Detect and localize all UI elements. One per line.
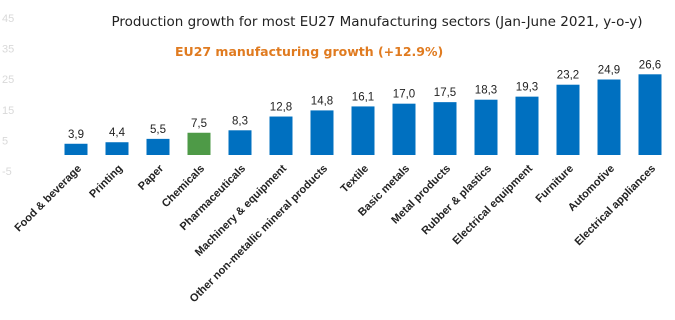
- bar-metal-products: [433, 102, 457, 155]
- x-tick-label: Paper: [136, 162, 167, 193]
- data-label: 23,2: [557, 70, 579, 82]
- bar-machinery-equipment: [269, 116, 293, 155]
- bar-other-non-metallic-mineral-products: [310, 110, 334, 155]
- data-label: 4,4: [109, 127, 126, 139]
- value-labels: 3,9 4,4 5,5 7,5 8,3 12,8 14,8 16,1 17,0 17,5 18,3 1…: [68, 59, 661, 140]
- bar-rubber-plastics: [474, 99, 498, 155]
- manufacturing-growth-annotation: EU27 manufacturing growth (+12.9%): [175, 44, 443, 59]
- y-tick-label: 25: [2, 74, 14, 86]
- bar-textile: [351, 106, 375, 155]
- y-tick-label: 35: [2, 44, 14, 56]
- bar-printing: [105, 142, 129, 155]
- bar-pharmaceuticals: [228, 130, 252, 155]
- y-tick-label: 5: [2, 135, 8, 147]
- y-tick-label: 15: [2, 105, 14, 117]
- bars: [64, 74, 662, 155]
- x-tick-label: Printing: [87, 163, 125, 201]
- bar-basic-metals: [392, 103, 416, 155]
- data-label: 19,3: [516, 82, 538, 94]
- x-tick-label: Rubber & plastics: [419, 163, 494, 238]
- data-label: 3,9: [68, 129, 84, 141]
- data-label: 12,8: [270, 102, 292, 114]
- data-label: 24,9: [598, 65, 620, 77]
- y-axis-ticks: -5 5 15 25 35 45: [2, 13, 14, 178]
- y-tick-label: 45: [2, 13, 14, 25]
- chart-title: Production growth for most EU27 Manufact…: [112, 14, 643, 30]
- data-label: 8,3: [232, 115, 248, 127]
- bar-electrical-appliances: [638, 74, 662, 155]
- x-tick-label: Electrical equipment: [451, 162, 536, 247]
- data-label: 18,3: [475, 85, 497, 97]
- x-tick-label: Electrical appliances: [573, 163, 658, 248]
- bar-chemicals: [187, 132, 211, 155]
- data-label: 17,0: [393, 89, 415, 101]
- bar-furniture: [556, 84, 580, 155]
- bar-paper: [146, 138, 170, 155]
- bar-automotive: [597, 79, 621, 155]
- x-tick-label: Furniture: [533, 163, 576, 206]
- category-labels: Food & beverage Printing PaperChemicalsPha…: [13, 162, 659, 305]
- x-tick-label: Food & beverage: [13, 163, 85, 235]
- data-label: 7,5: [191, 118, 207, 130]
- y-tick-label: -5: [2, 166, 12, 178]
- data-label: 16,1: [352, 91, 374, 103]
- bar-food-beverage: [64, 143, 88, 155]
- x-tick-label: Textile: [339, 163, 372, 196]
- data-label: 26,6: [639, 59, 661, 71]
- data-label: 5,5: [150, 124, 166, 136]
- data-label: 14,8: [311, 95, 333, 107]
- bar-electrical-equipment: [515, 96, 539, 155]
- data-label: 17,5: [434, 87, 456, 99]
